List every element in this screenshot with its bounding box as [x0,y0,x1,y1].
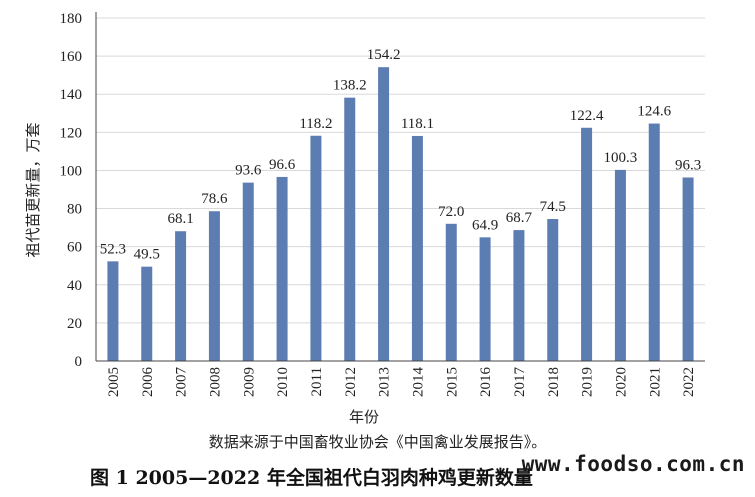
y-tick-label: 100 [60,163,83,179]
data-label-2020: 100.3 [604,150,638,166]
watermark[interactable]: www.foodso.com.cn [521,452,745,476]
x-tick-label-2010: 2010 [275,367,291,397]
x-axis-ticks: 2005 2006 2007 2008 2009 2010 2011 2012 2013 2014… [106,367,697,398]
y-axis-ticks: 0 20 40 60 80 100 120 140 160 180 [60,11,83,370]
data-label-2018: 74.5 [540,199,566,215]
x-tick-label-2012: 2012 [343,367,359,397]
bar-2013 [378,67,390,361]
bar-2015 [445,223,457,361]
x-tick-label-2008: 2008 [207,367,223,397]
x-tick-label-2021: 2021 [647,367,663,397]
data-label-2015: 72.0 [438,204,464,220]
bar-2017 [513,230,525,361]
source-note: 数据来源于中国畜牧业协会《中国禽业发展报告》。 [208,433,547,451]
grid-lines [96,17,705,324]
data-label-2005: 52.3 [100,241,126,257]
data-label-2006: 49.5 [134,247,160,263]
data-label-2013: 154.2 [367,47,401,63]
y-tick-label: 140 [60,87,83,103]
bar-2019 [581,127,593,361]
bars [107,67,694,361]
bar-2006 [141,266,153,361]
data-label-2011: 118.2 [299,116,332,132]
bar-2005 [107,261,119,361]
bar-2010 [276,176,288,361]
data-label-2017: 68.7 [506,210,533,226]
y-tick-label: 120 [60,125,83,141]
y-tick-label: 160 [60,49,83,65]
x-tick-label-2020: 2020 [613,367,629,397]
bar-2022 [682,177,694,361]
data-label-2016: 64.9 [472,217,498,233]
y-tick-label: 0 [75,354,83,370]
bar-2011 [310,135,322,361]
x-tick-label-2019: 2019 [580,367,596,397]
y-tick-label: 180 [60,11,83,27]
x-tick-label-2013: 2013 [377,367,393,397]
x-tick-label-2018: 2018 [546,367,562,397]
bar-2008 [208,211,220,361]
bar-2021 [648,123,660,361]
data-label-2008: 78.6 [201,191,228,207]
x-tick-label-2022: 2022 [681,367,697,397]
y-axis-title: 祖代苗更新量，万套 [24,122,42,257]
bar-2014 [411,135,423,361]
bar-2009 [242,182,254,361]
data-label-2019: 122.4 [570,108,604,124]
data-label-2007: 68.1 [167,211,193,227]
x-tick-label-2009: 2009 [241,367,257,397]
bar-2018 [547,219,559,361]
bar-2007 [175,231,187,361]
data-label-2014: 118.1 [401,116,434,132]
figure-caption: 图 1 2005—2022 年全国祖代白羽肉种鸡更新数量 [90,467,533,489]
y-tick-label: 80 [67,202,82,218]
x-axis-title: 年份 [349,408,379,426]
x-tick-label-2011: 2011 [309,367,325,396]
data-label-2010: 96.6 [269,157,296,173]
data-label-2022: 96.3 [675,157,701,173]
data-label-2012: 138.2 [333,78,367,94]
x-tick-label-2007: 2007 [174,367,190,398]
bar-2012 [344,97,356,361]
x-tick-label-2017: 2017 [512,367,528,398]
x-tick-label-2014: 2014 [410,367,426,398]
x-tick-label-2005: 2005 [106,367,122,397]
x-tick-label-2015: 2015 [444,367,460,397]
y-tick-label: 20 [67,316,82,332]
y-tick-label: 40 [67,278,82,294]
data-label-2021: 124.6 [637,104,671,120]
bar-2016 [479,237,491,361]
y-tick-label: 60 [67,240,82,256]
x-tick-label-2016: 2016 [478,367,494,398]
data-label-2009: 93.6 [235,163,262,179]
bar-2020 [614,169,626,361]
x-tick-label-2006: 2006 [140,367,156,398]
